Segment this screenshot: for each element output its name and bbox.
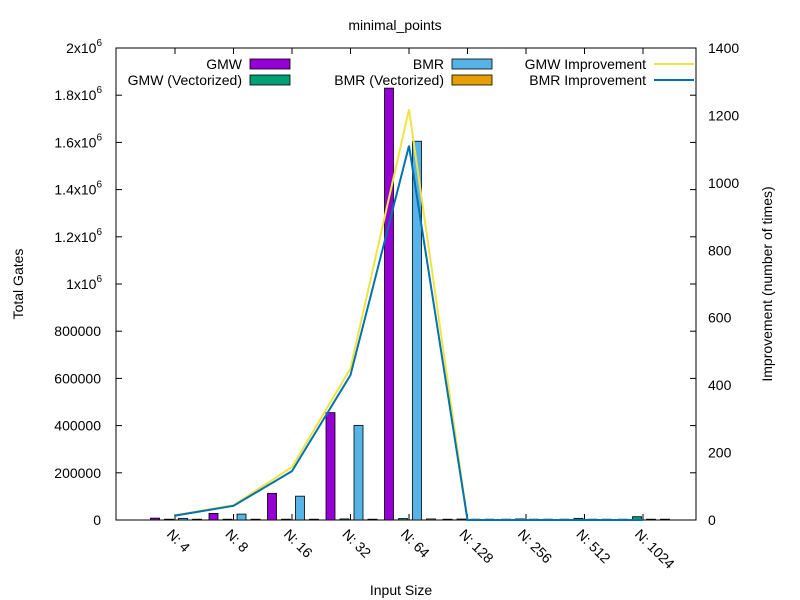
y2-tick-label: 200 — [708, 445, 732, 461]
bar — [164, 518, 174, 521]
bar — [309, 518, 319, 521]
improvement-lines — [174, 109, 643, 521]
y-axis-label: Total Gates — [10, 249, 26, 320]
y-tick-label: 600000 — [54, 370, 101, 386]
y-tick-label-exponent: 6 — [96, 38, 102, 49]
legend-label: BMR (Vectorized) — [334, 72, 444, 88]
y-tick-label-base: 1x10 — [66, 276, 97, 292]
y-tick-label: 2x106 — [66, 38, 102, 56]
y2-tick-label: 400 — [708, 377, 732, 393]
bar — [384, 87, 394, 521]
y2-tick-label: 1400 — [708, 40, 739, 56]
x-tick-label: N: 64 — [398, 526, 433, 561]
chart-title: minimal_points — [348, 17, 441, 33]
x-tick-label: N: 512 — [573, 526, 614, 567]
bar — [222, 518, 233, 521]
legend-swatch — [249, 58, 291, 70]
y-tick-label: 1x106 — [66, 274, 102, 292]
bar — [236, 513, 247, 521]
x-tick-label: N: 4 — [164, 526, 194, 556]
x-tick-label: N: 16 — [281, 526, 316, 561]
series-line — [174, 109, 643, 521]
legend-label: BMR — [413, 56, 444, 72]
y-tick-label-base: 2x10 — [66, 40, 97, 56]
y2-tick-label: 1000 — [708, 175, 739, 191]
bar — [367, 518, 378, 521]
y2-tick-label: 600 — [708, 310, 732, 326]
y-tick-label-exponent: 6 — [96, 180, 102, 191]
y2-tick-label: 1200 — [708, 107, 739, 123]
y-tick-label-base: 0 — [93, 512, 101, 528]
y-tick-label: 800000 — [54, 323, 101, 339]
axis-ticks: 02000004000006000008000001x1061.2x1061.4… — [54, 38, 739, 572]
legend-swatch — [451, 74, 493, 86]
bar — [250, 518, 261, 521]
y-tick-label-exponent: 6 — [96, 132, 102, 143]
legend-swatch — [451, 58, 493, 70]
y2-tick-label: 800 — [708, 242, 732, 258]
y-tick-label: 200000 — [54, 465, 101, 481]
y-tick-label: 1.4x106 — [54, 180, 102, 198]
series-line — [174, 145, 643, 521]
x-tick-label: N: 1024 — [632, 526, 678, 572]
y-tick-label-base: 1.2x10 — [54, 229, 96, 245]
bar — [353, 424, 364, 521]
y-tick-label-base: 400000 — [54, 418, 101, 434]
bar — [150, 517, 160, 521]
bar — [412, 140, 422, 521]
bar — [192, 518, 202, 521]
legend-label: GMW (Vectorized) — [128, 72, 242, 88]
bar — [456, 518, 467, 521]
y-tick-label-base: 1.6x10 — [54, 134, 96, 150]
y-tick-label-base: 1.8x10 — [54, 87, 96, 103]
y-tick-label: 1.6x106 — [54, 132, 102, 150]
bar — [178, 517, 188, 521]
legend-label: BMR Improvement — [529, 72, 646, 88]
bar — [267, 492, 277, 521]
bar — [339, 518, 350, 521]
y-tick-label: 1.8x106 — [54, 85, 102, 103]
bar — [208, 512, 219, 521]
y-tick-label-base: 1.4x10 — [54, 182, 96, 198]
y-tick-label-exponent: 6 — [96, 85, 102, 96]
y-tick-label-base: 200000 — [54, 465, 101, 481]
y-tick-label: 400000 — [54, 418, 101, 434]
bar — [442, 518, 453, 521]
y-tick-label: 0 — [93, 512, 101, 528]
x-tick-label: N: 32 — [339, 526, 374, 561]
x-axis-label: Input Size — [370, 582, 432, 598]
bar — [281, 518, 291, 521]
y2-tick-label: 0 — [708, 512, 716, 528]
y-tick-label: 1.2x106 — [54, 227, 102, 245]
x-tick-label: N: 8 — [222, 526, 252, 556]
y-tick-label-exponent: 6 — [96, 274, 102, 285]
x-tick-label: N: 128 — [456, 526, 497, 567]
y-tick-label-exponent: 6 — [96, 227, 102, 238]
bar — [426, 518, 436, 521]
bar — [398, 518, 408, 521]
y2-axis-label: Improvement (number of times) — [759, 186, 775, 381]
x-tick-label: N: 256 — [515, 526, 556, 567]
bar — [646, 518, 656, 521]
bar — [660, 518, 670, 521]
y-tick-label-base: 800000 — [54, 323, 101, 339]
legend-label: GMW Improvement — [525, 56, 646, 72]
bar — [325, 412, 336, 521]
legend-swatch — [249, 74, 291, 86]
bar — [295, 495, 305, 521]
legend-label: GMW — [206, 56, 243, 72]
y-tick-label-base: 600000 — [54, 370, 101, 386]
